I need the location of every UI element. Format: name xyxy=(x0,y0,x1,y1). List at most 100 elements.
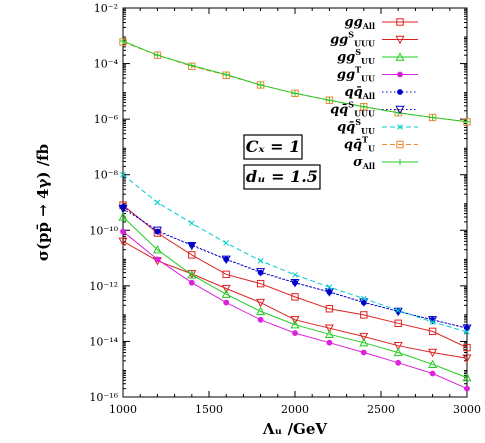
data-point xyxy=(152,244,162,254)
data-point xyxy=(360,349,367,356)
data-point xyxy=(462,324,472,333)
series-1 xyxy=(119,201,471,352)
data-point xyxy=(429,114,436,121)
series-line xyxy=(122,216,468,379)
data-point xyxy=(256,306,266,316)
data-point xyxy=(326,284,333,290)
data-point xyxy=(326,339,333,346)
series-line xyxy=(122,240,468,359)
series-line xyxy=(122,208,468,329)
data-point xyxy=(428,359,438,369)
x-tick-label: 3000 xyxy=(453,403,481,416)
data-point xyxy=(291,89,299,98)
y-axis-label: σ(pp̄ → 4γ) /fb xyxy=(34,144,52,261)
data-point xyxy=(118,212,128,221)
data-point xyxy=(292,271,298,278)
annotation-frame xyxy=(243,134,303,160)
y-tick-label: 10⁻⁴ xyxy=(94,58,119,71)
annotation-label: Cₓ = 1 xyxy=(246,137,300,156)
series-line xyxy=(122,231,468,390)
data-point xyxy=(394,319,402,327)
data-point xyxy=(187,241,197,251)
x-tick-label: 2500 xyxy=(367,403,395,416)
legend-marker xyxy=(395,52,405,61)
data-point xyxy=(187,270,197,279)
series-9 xyxy=(120,37,470,125)
legend-label: qq̄SUU xyxy=(337,117,375,136)
legend-label: ggAll xyxy=(345,15,375,31)
data-point xyxy=(292,90,298,97)
data-point xyxy=(464,329,470,335)
series-3 xyxy=(118,212,472,382)
data-point xyxy=(188,251,196,259)
legend-entry: ggSUUU xyxy=(330,30,418,49)
series-line xyxy=(122,174,468,333)
data-point xyxy=(257,81,264,88)
data-point xyxy=(152,226,162,236)
data-point xyxy=(292,330,298,336)
data-point xyxy=(325,96,334,104)
legend-entry: ggTUU xyxy=(337,65,418,84)
data-point xyxy=(360,103,368,111)
plot-frame xyxy=(122,7,468,398)
data-point xyxy=(120,171,126,178)
data-point xyxy=(188,220,195,227)
series-layer xyxy=(118,37,472,392)
data-point xyxy=(463,343,471,352)
data-point xyxy=(223,299,230,306)
legend-entry: σAll xyxy=(353,155,418,171)
data-point xyxy=(429,370,436,377)
x-tick-label: 1000 xyxy=(109,403,137,416)
data-point xyxy=(395,307,402,314)
series-8 xyxy=(119,38,471,126)
data-point xyxy=(290,278,300,288)
data-point xyxy=(118,237,128,247)
annotation-frame xyxy=(243,164,321,190)
data-point xyxy=(359,332,369,342)
legend-label: qq̄All xyxy=(345,85,375,101)
data-point xyxy=(222,270,230,279)
data-point xyxy=(393,342,403,351)
legend-entry: qq̄TU xyxy=(344,135,418,154)
data-point xyxy=(291,293,299,301)
legend-label: ggSUUU xyxy=(330,30,375,49)
data-point xyxy=(118,204,128,214)
legend-label: qq̄SUUU xyxy=(330,100,375,119)
x-tick-label: 2000 xyxy=(281,403,309,416)
legend-marker xyxy=(397,159,403,165)
legend: ggAllggSUUUggSUUggTUUqq̄Allqq̄SUUUqq̄SUU… xyxy=(330,15,418,171)
legend-label: σAll xyxy=(353,155,375,171)
data-point xyxy=(223,240,230,246)
series-5 xyxy=(120,203,470,332)
series-line xyxy=(122,204,468,349)
data-point xyxy=(154,52,161,59)
data-point xyxy=(324,329,334,339)
data-point xyxy=(360,311,368,319)
data-point xyxy=(290,319,300,329)
data-point xyxy=(223,71,230,78)
series-4 xyxy=(120,228,470,392)
data-point xyxy=(428,327,437,336)
data-point xyxy=(326,97,333,104)
y-tick-label: 10⁻¹⁰ xyxy=(89,224,118,237)
data-point xyxy=(324,324,334,333)
data-point xyxy=(324,288,334,297)
y-tick-label: 10⁻⁶ xyxy=(94,113,119,126)
data-point xyxy=(188,62,195,69)
data-point xyxy=(154,256,161,263)
data-point xyxy=(221,289,231,298)
legend-marker xyxy=(395,105,405,115)
data-point xyxy=(221,284,231,294)
y-tick-label: 10⁻¹⁴ xyxy=(89,335,118,348)
data-point xyxy=(428,348,438,358)
legend-entry: qq̄All xyxy=(345,85,418,101)
legend-marker xyxy=(397,124,403,130)
data-point xyxy=(395,359,402,366)
data-point xyxy=(256,279,265,288)
data-point xyxy=(120,37,126,44)
data-point xyxy=(221,255,231,265)
data-point xyxy=(154,199,161,206)
legend-entry: qq̄SUU xyxy=(337,117,418,136)
legend-label: qq̄TU xyxy=(344,135,375,154)
